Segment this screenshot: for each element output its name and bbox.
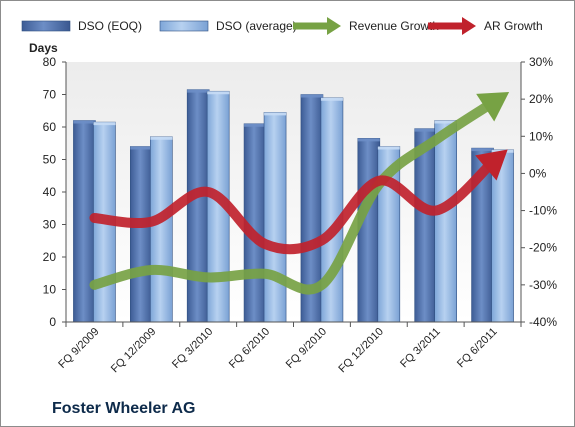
arrow-head: [475, 149, 508, 181]
y-tick-label: 80: [43, 55, 57, 69]
y-tick-label: 0: [49, 315, 56, 329]
bar: [130, 146, 153, 323]
bar: [357, 138, 381, 323]
y-tick-label: 60: [43, 120, 57, 134]
bar: [263, 112, 287, 323]
y2-tick-label: 0%: [529, 166, 547, 180]
bar-top: [264, 112, 287, 116]
bar: [434, 120, 457, 323]
bar-top: [320, 97, 343, 101]
legend-label: AR Growth: [484, 19, 543, 33]
y2-tick-label: -40%: [529, 315, 557, 329]
bar-top: [150, 136, 173, 140]
x-tick-label: FQ 9/2010: [284, 326, 329, 371]
bar-top: [130, 146, 153, 150]
x-tick-label: FQ 6/2010: [227, 326, 272, 371]
bar-top: [73, 120, 96, 124]
bar-top: [414, 128, 437, 132]
y-tick-label: 10: [43, 283, 57, 297]
legend-label: DSO (EOQ): [78, 19, 142, 33]
bar-top: [207, 91, 230, 95]
arrow-head: [476, 92, 510, 122]
legend-swatch-arrow: [462, 17, 476, 35]
y-tick-label: 50: [43, 153, 57, 167]
x-tick-label: FQ 9/2009: [56, 326, 101, 371]
legend-label: Revenue Growth: [349, 19, 439, 33]
x-tick-label: FQ 12/2010: [336, 326, 386, 376]
bar: [414, 128, 437, 323]
x-tick-label: FQ 3/2010: [170, 326, 215, 371]
x-tick-label: FQ 3/2011: [398, 326, 443, 371]
bar-top: [244, 123, 267, 127]
bar-top: [357, 138, 380, 142]
x-tick-label: FQ 12/2009: [109, 326, 159, 376]
legend-label: DSO (average): [216, 19, 297, 33]
series-line: [89, 157, 498, 255]
lines-layer: [89, 92, 510, 295]
bar-top: [300, 94, 323, 98]
y2-tick-label: 30%: [529, 55, 553, 69]
bar-top: [377, 146, 400, 150]
y2-tick-label: 20%: [529, 92, 553, 106]
y-tick-label: 70: [43, 88, 57, 102]
bar-top: [471, 148, 494, 152]
x-tick-label: FQ 6/2011: [455, 326, 500, 371]
company-name: Foster Wheeler AG: [52, 400, 195, 417]
legend-swatch-arrow: [327, 17, 341, 35]
y2-tick-label: -30%: [529, 278, 557, 292]
bar-top: [93, 122, 116, 126]
y-tick-label: 40: [43, 185, 57, 199]
legend: DSO (EOQ) DSO (average) Revenue Growth AR G…: [21, 17, 543, 35]
bar: [150, 136, 173, 323]
bar: [186, 89, 210, 323]
legend-swatch: [159, 20, 209, 32]
y2-tick-label: 10%: [529, 129, 553, 143]
bar-top: [434, 120, 457, 124]
y-axis-title: Days: [29, 41, 58, 55]
y2-tick-label: -10%: [529, 204, 557, 218]
y2-tick-label: -20%: [529, 241, 557, 255]
y-tick-label: 20: [43, 250, 57, 264]
legend-swatch: [21, 20, 71, 32]
bar-top: [187, 89, 210, 93]
series-line: [89, 97, 498, 295]
y-tick-label: 30: [43, 218, 57, 232]
